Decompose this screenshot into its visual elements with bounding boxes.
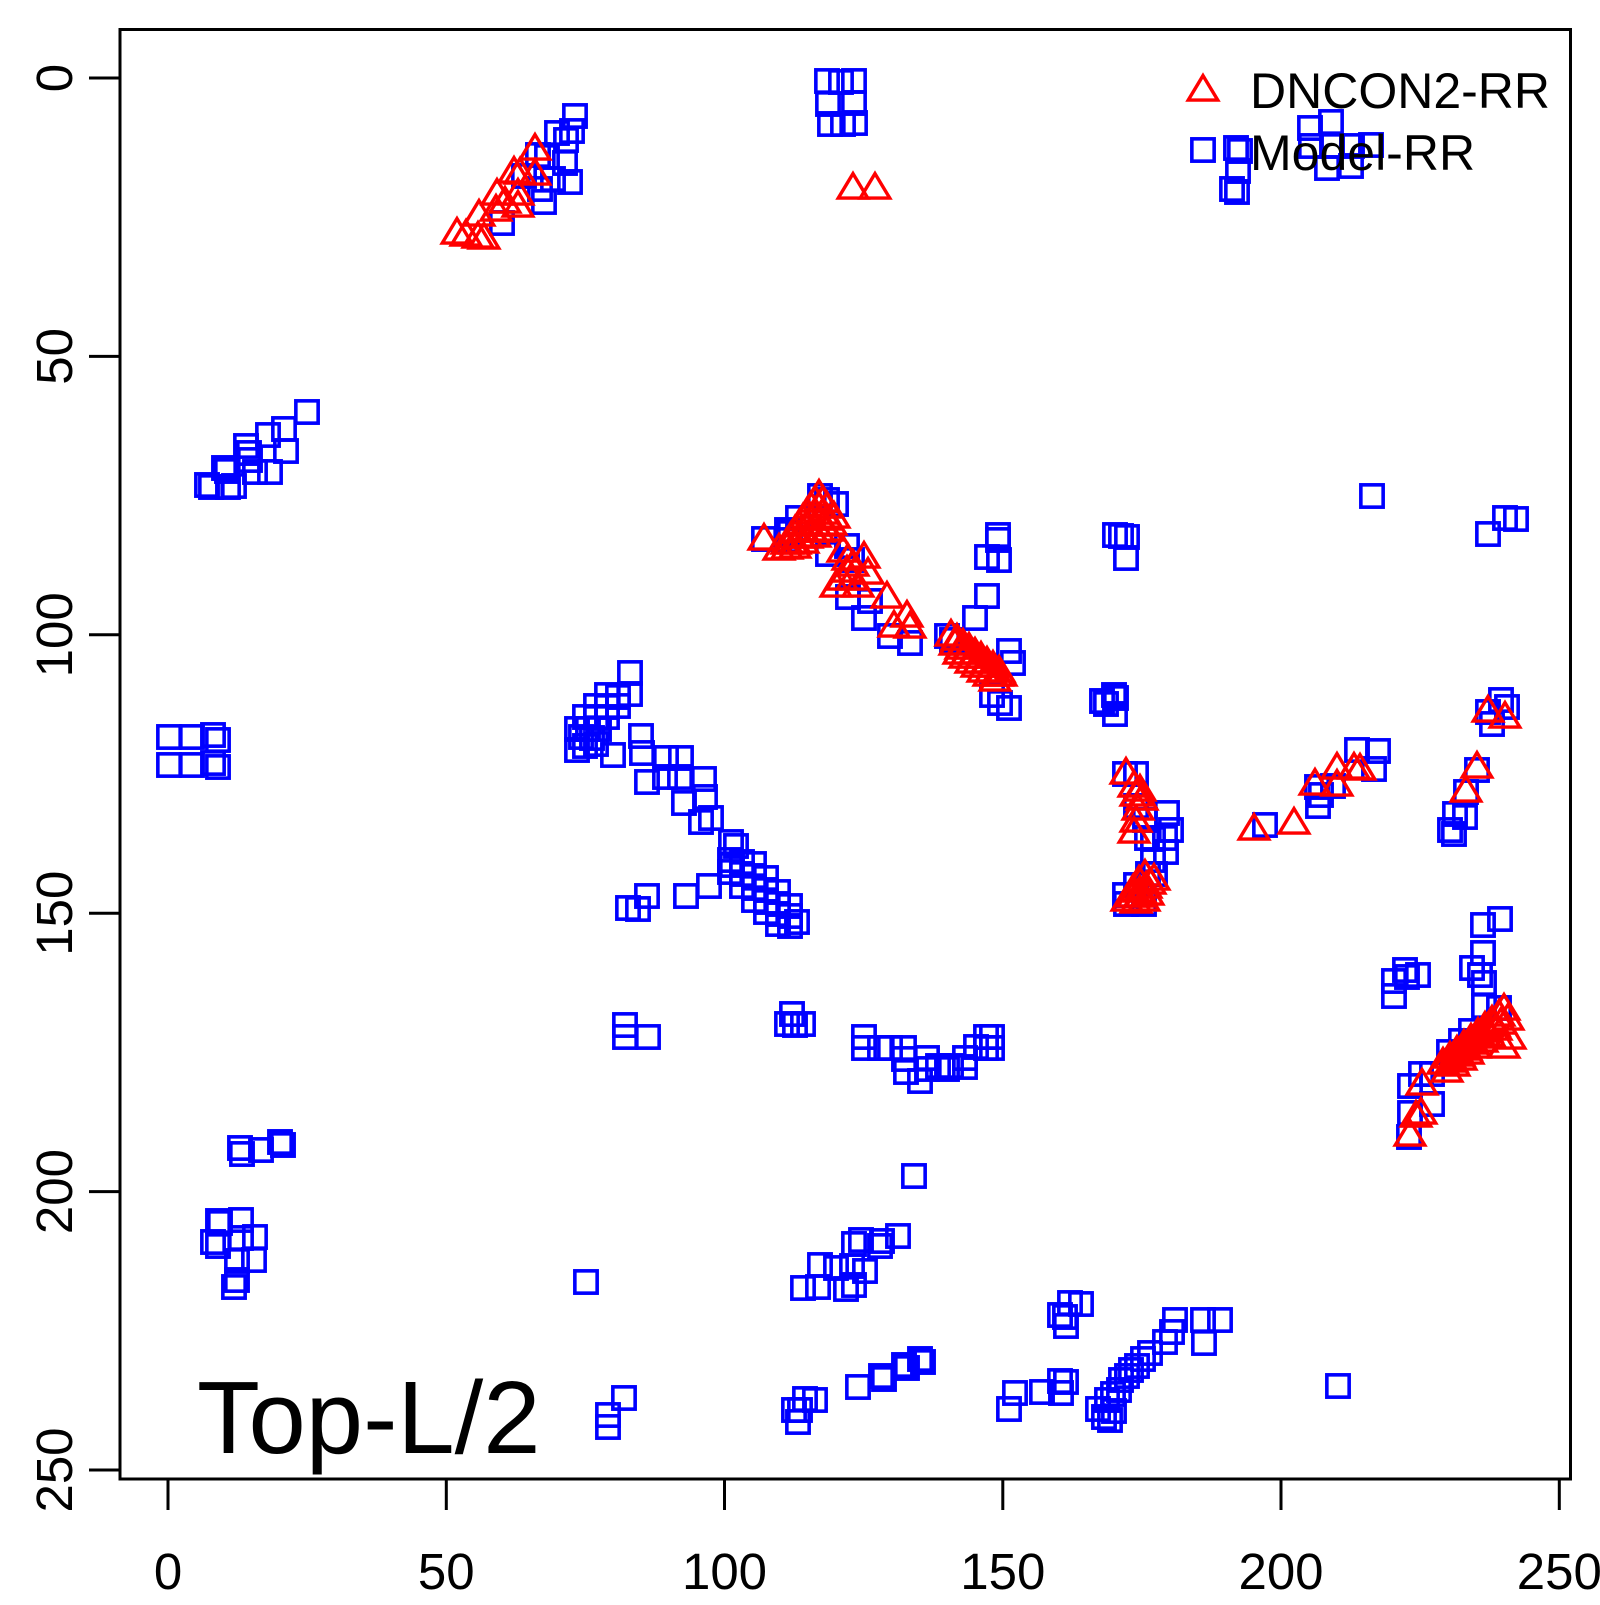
svg-text:0: 0 — [154, 1543, 182, 1600]
svg-text:200: 200 — [1238, 1543, 1323, 1600]
svg-text:150: 150 — [960, 1543, 1045, 1600]
svg-text:200: 200 — [26, 1149, 83, 1234]
svg-text:50: 50 — [26, 328, 83, 385]
svg-text:100: 100 — [682, 1543, 767, 1600]
svg-text:Model-RR: Model-RR — [1250, 125, 1475, 181]
svg-text:250: 250 — [1517, 1543, 1600, 1600]
svg-text:Top-L/2: Top-L/2 — [197, 1360, 541, 1475]
svg-text:100: 100 — [26, 592, 83, 677]
svg-text:0: 0 — [26, 64, 83, 92]
svg-text:DNCON2-RR: DNCON2-RR — [1250, 63, 1550, 119]
svg-text:150: 150 — [26, 871, 83, 956]
svg-text:250: 250 — [26, 1427, 83, 1512]
svg-text:50: 50 — [418, 1543, 475, 1600]
